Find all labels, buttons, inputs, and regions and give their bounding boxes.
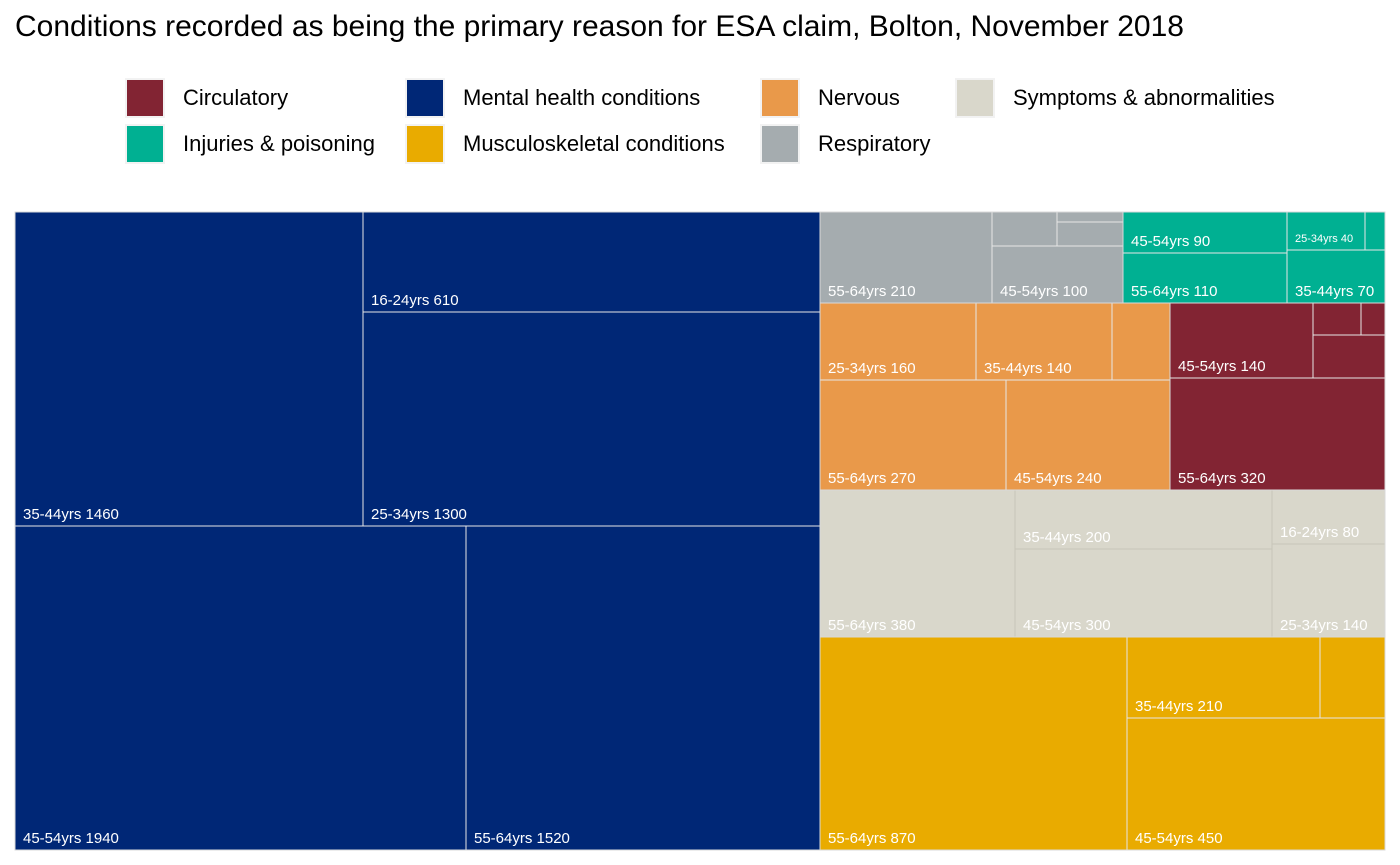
group-border: [1122, 211, 1386, 304]
treemap-cell: [1271, 489, 1386, 545]
treemap-cell: [1271, 543, 1386, 638]
treemap-cell-label: 35-44yrs 1460: [23, 506, 119, 523]
legend-item-symptoms-and-abnormalities: Symptoms & abnormalities: [955, 78, 1275, 118]
treemap-cell-label: 25-34yrs 1300: [371, 506, 467, 523]
chart-title: Conditions recorded as being the primary…: [15, 10, 1184, 43]
treemap-cell: [975, 302, 1113, 381]
group-injuries-and-poisoning: 55-64yrs 110 45-54yrs 90 35-44yrs 70 25-34y…: [1122, 211, 1386, 304]
treemap-cell-label: 35-44yrs 210: [1135, 698, 1223, 715]
treemap-cell: [1319, 636, 1386, 719]
treemap-cell-label: 25-34yrs 40: [1295, 233, 1353, 245]
treemap-cell-label: 55-64yrs 1520: [474, 830, 570, 847]
treemap-cell: [1364, 211, 1386, 251]
group-symptoms-and-abnormalities: 55-64yrs 380 45-54yrs 300 35-44yrs 200 25-3…: [819, 489, 1386, 638]
treemap-cell: [14, 525, 467, 851]
legend-swatch: [125, 124, 165, 164]
treemap-cell-label: 16-24yrs 610: [371, 292, 459, 309]
legend-item-respiratory: Respiratory: [760, 124, 930, 164]
treemap-cell-label: 55-64yrs 380: [828, 617, 916, 634]
group-respiratory: 55-64yrs 210 45-54yrs 100: [819, 211, 1124, 304]
legend-swatch: [405, 124, 445, 164]
legend-swatch: [760, 78, 800, 118]
treemap-cell: [465, 525, 821, 851]
legend-label: Circulatory: [183, 85, 289, 110]
legend-label: Musculoskeletal conditions: [463, 131, 725, 156]
group-circulatory: 55-64yrs 320 45-54yrs 140: [1169, 302, 1386, 491]
treemap-cell: [991, 245, 1124, 304]
treemap-cell: [1286, 211, 1366, 251]
legend-swatch: [955, 78, 995, 118]
treemap-cell: [1056, 221, 1124, 247]
legend-label: Respiratory: [818, 131, 931, 156]
treemap-cell-label: 35-44yrs 200: [1023, 529, 1111, 546]
treemap-cell-label: 55-64yrs 110: [1131, 283, 1217, 300]
treemap-cell: [819, 211, 993, 304]
group-nervous: 55-64yrs 270 45-54yrs 240 25-34yrs 160 35-4…: [819, 302, 1171, 491]
treemap-cell: [1111, 302, 1171, 381]
treemap-cell: [1126, 717, 1386, 851]
treemap-cell: [1312, 302, 1362, 336]
group-musculoskeletal-conditions: 55-64yrs 870 45-54yrs 450 35-44yrs 210: [819, 636, 1386, 851]
treemap-cell-label: 35-44yrs 70: [1295, 283, 1374, 300]
legend-item-musculoskeletal-conditions: Musculoskeletal conditions: [405, 124, 725, 164]
treemap-cell: [1286, 249, 1386, 304]
treemap-cell: [1312, 334, 1386, 379]
treemap-cell-label: 25-34yrs 160: [828, 360, 916, 377]
treemap-cell-label: 55-64yrs 210: [828, 283, 916, 300]
legend-item-nervous: Nervous: [760, 78, 900, 118]
treemap-cell-label: 55-64yrs 270: [828, 470, 916, 487]
treemap-cell: [819, 636, 1128, 851]
legend-label: Mental health conditions: [463, 85, 701, 110]
treemap-cell: [819, 379, 1007, 491]
treemap-cell: [1005, 379, 1171, 491]
legend-item-circulatory: Circulatory: [125, 78, 288, 118]
treemap-cell-label: 45-54yrs 140: [1178, 358, 1266, 375]
legend-item-mental-health-conditions: Mental health conditions: [405, 78, 700, 118]
treemap-cell-label: 45-54yrs 240: [1014, 470, 1102, 487]
treemap-cell-label: 45-54yrs 90: [1131, 233, 1210, 250]
treemap-cell: [1122, 211, 1288, 254]
treemap-cell-label: 25-34yrs 140: [1280, 617, 1368, 634]
treemap-cell-label: 45-54yrs 450: [1135, 830, 1223, 847]
treemap-cell: [819, 489, 1016, 638]
treemap-cell-label: 55-64yrs 870: [828, 830, 916, 847]
legend-swatch: [405, 78, 445, 118]
legend-swatch: [125, 78, 165, 118]
treemap-cell: [1014, 548, 1273, 638]
treemap-cell-label: 45-54yrs 300: [1023, 617, 1111, 634]
treemap-cell: [1360, 302, 1386, 336]
treemap-cell-label: 16-24yrs 80: [1280, 524, 1359, 541]
legend-swatch: [760, 124, 800, 164]
treemap-cell: [362, 311, 821, 527]
legend-item-injuries-and-poisoning: Injuries & poisoning: [125, 124, 375, 164]
treemap-cell: [362, 211, 821, 313]
legend-label: Nervous: [818, 85, 900, 110]
group-mental-health-conditions: 45-54yrs 1940 55-64yrs 1520 35-44yrs 1460 2…: [14, 211, 821, 851]
treemap-cell-label: 45-54yrs 100: [1000, 283, 1088, 300]
treemap-cell: [1056, 211, 1124, 223]
legend-label: Injuries & poisoning: [183, 131, 376, 156]
treemap-cell-label: 55-64yrs 320: [1178, 470, 1266, 487]
treemap-cell: [1169, 302, 1314, 379]
treemap-cell: [1014, 489, 1273, 550]
treemap-cell-label: 35-44yrs 140: [984, 360, 1072, 377]
treemap-cell: [991, 211, 1058, 247]
treemap-cell-label: 45-54yrs 1940: [23, 830, 119, 847]
legend-label: Symptoms & abnormalities: [1013, 85, 1275, 110]
treemap-cell: [1169, 377, 1386, 491]
treemap-cell: [14, 211, 364, 527]
